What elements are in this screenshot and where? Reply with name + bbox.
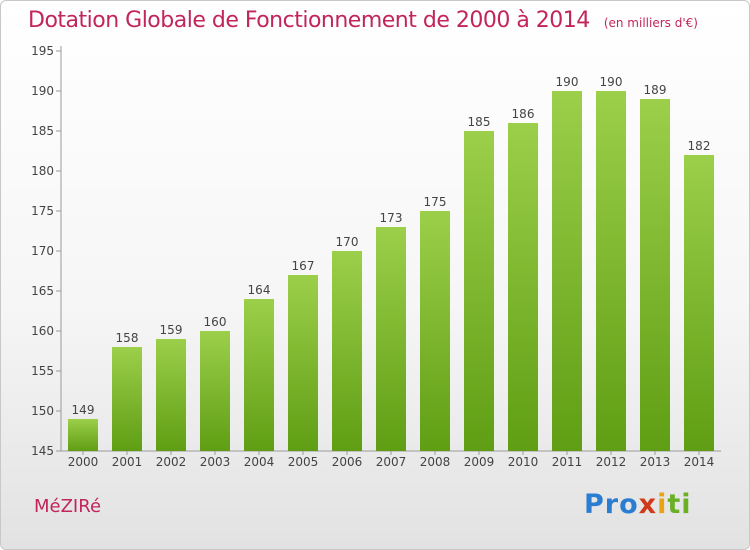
x-tick-label: 2002 — [156, 455, 187, 469]
chart-title-text: Dotation Globale de Fonctionnement de 20… — [28, 8, 590, 33]
bar-2001 — [112, 347, 142, 451]
proxiti-logo[interactable]: Proxiti — [584, 489, 692, 520]
bar-2000 — [68, 419, 98, 451]
x-tick-label: 2013 — [640, 455, 671, 469]
bar-2014 — [684, 155, 714, 451]
y-tick-label: 195 — [31, 44, 54, 58]
bar-2012 — [596, 91, 626, 451]
y-tick-label: 190 — [31, 84, 54, 98]
y-tick-label: 145 — [31, 444, 54, 458]
data-label-2010: 186 — [512, 107, 535, 121]
chart-bars — [68, 91, 714, 451]
x-tick-label: 2005 — [288, 455, 319, 469]
x-tick-label: 2007 — [376, 455, 407, 469]
chart-title: Dotation Globale de Fonctionnement de 20… — [28, 8, 698, 33]
x-tick-label: 2000 — [68, 455, 99, 469]
x-tick-label: 2006 — [332, 455, 363, 469]
y-tick-label: 175 — [31, 204, 54, 218]
data-label-2002: 159 — [160, 323, 183, 337]
x-tick-label: 2012 — [596, 455, 627, 469]
logo-part-2: x — [638, 489, 658, 520]
x-tick-label: 2014 — [684, 455, 715, 469]
data-label-2000: 149 — [72, 403, 95, 417]
bar-2003 — [200, 331, 230, 451]
data-label-2012: 190 — [600, 75, 623, 89]
data-label-2006: 170 — [336, 235, 359, 249]
y-tick-label: 155 — [31, 364, 54, 378]
bar-2005 — [288, 275, 318, 451]
bar-2002 — [156, 339, 186, 451]
data-label-2004: 164 — [248, 283, 271, 297]
bar-2006 — [332, 251, 362, 451]
y-tick-label: 180 — [31, 164, 54, 178]
commune-name: MéZIRé — [34, 496, 102, 517]
logo-part-3: i — [657, 489, 668, 520]
data-label-2009: 185 — [468, 115, 491, 129]
bar-2007 — [376, 227, 406, 451]
bar-2004 — [244, 299, 274, 451]
y-tick-label: 150 — [31, 404, 54, 418]
data-label-2007: 173 — [380, 211, 403, 225]
y-tick-label: 185 — [31, 124, 54, 138]
x-tick-label: 2011 — [552, 455, 583, 469]
bar-2013 — [640, 99, 670, 451]
logo-part-4: ti — [667, 489, 692, 520]
data-label-2001: 158 — [116, 331, 139, 345]
y-tick-label: 165 — [31, 284, 54, 298]
bar-2009 — [464, 131, 494, 451]
chart-axes: 145 150 155 160 165 170 175 180 185 190 195 2000 200… — [31, 44, 721, 469]
data-label-2005: 167 — [292, 259, 315, 273]
x-tick-label: 2009 — [464, 455, 495, 469]
data-label-2014: 182 — [688, 139, 711, 153]
y-tick-label: 160 — [31, 324, 54, 338]
x-tick-label: 2001 — [112, 455, 143, 469]
bar-2011 — [552, 91, 582, 451]
bar-2008 — [420, 211, 450, 451]
data-label-2008: 175 — [424, 195, 447, 209]
x-tick-label: 2008 — [420, 455, 451, 469]
x-tick-label: 2010 — [508, 455, 539, 469]
y-tick-label: 170 — [31, 244, 54, 258]
bar-2010 — [508, 123, 538, 451]
chart-data-labels: 149 158 159 160 164 167 170 173 175 185 186 190 190 1… — [72, 75, 711, 417]
data-label-2003: 160 — [204, 315, 227, 329]
data-label-2011: 190 — [556, 75, 579, 89]
data-label-2013: 189 — [644, 83, 667, 97]
x-tick-label: 2004 — [244, 455, 275, 469]
logo-part-1: Pro — [584, 489, 639, 520]
x-tick-label: 2003 — [200, 455, 231, 469]
chart-unit: (en milliers d'€) — [603, 16, 698, 30]
